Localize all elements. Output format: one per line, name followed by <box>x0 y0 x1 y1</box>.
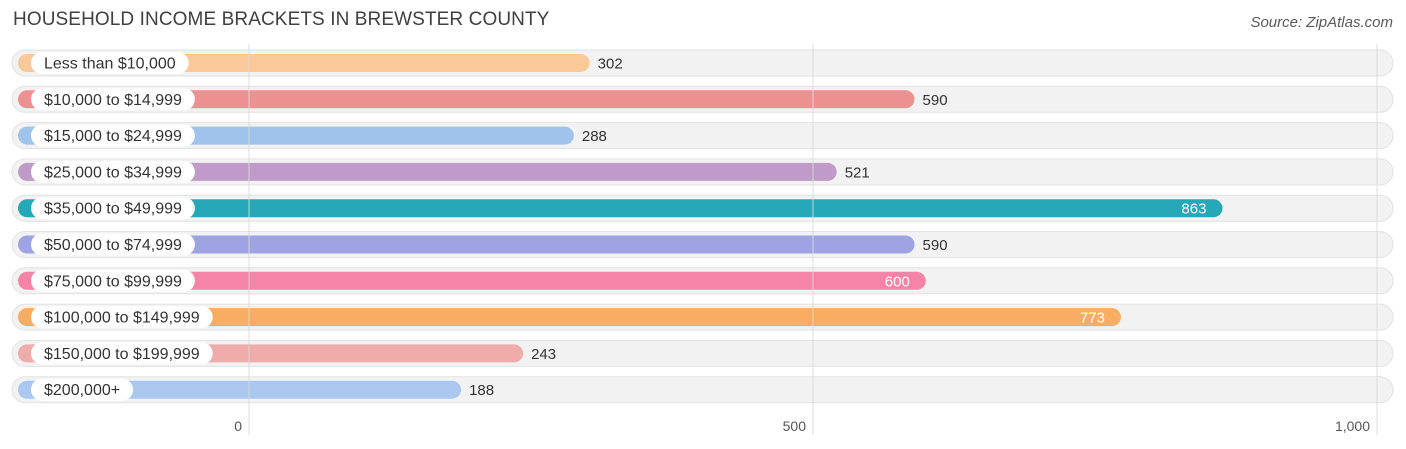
value-label: 590 <box>923 92 948 109</box>
category-pill <box>31 88 195 111</box>
category-label: $35,000 to $49,999 <box>44 201 182 218</box>
category-label: $100,000 to $149,999 <box>44 310 200 327</box>
category-pill <box>31 124 195 147</box>
source-credit: Source: ZipAtlas.com <box>1250 14 1393 31</box>
category-label: $75,000 to $99,999 <box>44 273 182 290</box>
bar-row: $10,000 to $14,999 590 <box>11 85 1394 113</box>
category-pill <box>31 269 195 292</box>
value-label: 521 <box>845 164 870 181</box>
category-label: $25,000 to $34,999 <box>44 164 182 181</box>
bar-row: $100,000 to $149,999 773 <box>11 303 1394 331</box>
category-pill <box>31 197 195 220</box>
value-label: 288 <box>582 128 607 145</box>
category-label: $200,000+ <box>44 382 120 399</box>
bar <box>18 199 1223 218</box>
bar-row: $35,000 to $49,999 863 <box>11 194 1394 222</box>
value-label: 600 <box>885 273 910 290</box>
category-pill <box>31 378 134 401</box>
bar-row: $15,000 to $24,999 288 <box>11 122 1394 150</box>
category-pill <box>31 52 189 74</box>
bar-row: Less than $10,000 302 <box>11 49 1394 77</box>
value-label: 590 <box>923 237 948 254</box>
category-pill <box>31 233 195 256</box>
bar-row: $200,000+ 188 <box>11 376 1394 404</box>
category-label: $10,000 to $14,999 <box>44 92 182 109</box>
value-label: 863 <box>1181 201 1206 218</box>
category-label: $150,000 to $199,999 <box>44 346 200 363</box>
bar-row: $75,000 to $99,999 600 <box>11 267 1394 295</box>
value-label: 773 <box>1080 310 1105 327</box>
category-pill <box>31 306 213 329</box>
category-label: $15,000 to $24,999 <box>44 128 182 145</box>
bar <box>18 308 1121 327</box>
bar <box>18 90 915 109</box>
bar-row: $50,000 to $74,999 590 <box>11 231 1394 258</box>
value-label: 243 <box>531 346 556 363</box>
value-label: 302 <box>598 56 623 73</box>
value-label: 188 <box>469 382 494 399</box>
tick-label: 1,000 <box>1335 418 1370 434</box>
tick-label: 0 <box>234 418 242 434</box>
bar <box>18 271 926 290</box>
gridlines: 0 500 1,000 <box>234 44 1378 435</box>
category-label: Less than $10,000 <box>44 56 176 73</box>
bar-row: $25,000 to $34,999 521 <box>11 158 1394 186</box>
category-label: $50,000 to $74,999 <box>44 237 182 254</box>
chart-title: HOUSEHOLD INCOME BRACKETS IN BREWSTER CO… <box>13 9 550 30</box>
bar <box>18 235 915 254</box>
category-pill <box>31 342 213 365</box>
bar <box>18 162 837 181</box>
category-pill <box>31 160 195 183</box>
tick-label: 500 <box>783 418 807 434</box>
bar-row: $150,000 to $199,999 243 <box>11 339 1394 367</box>
bar-rows: Less than $10,000 302 $10,000 to $14,999 59… <box>11 49 1394 404</box>
